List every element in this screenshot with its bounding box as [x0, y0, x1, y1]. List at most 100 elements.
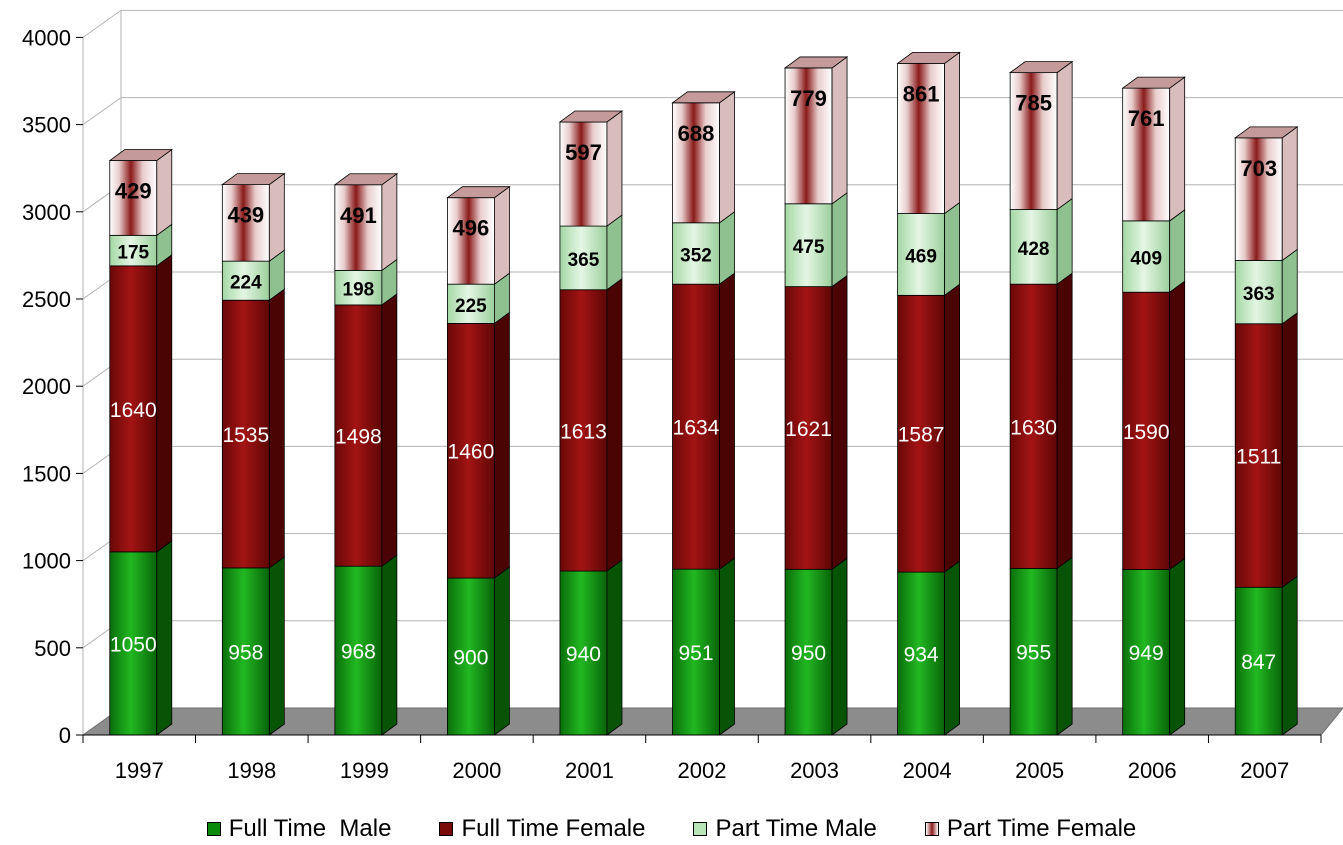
data-label-part-time-male: 352 [680, 245, 712, 266]
bar-side [719, 210, 735, 285]
bar-segment-full-time-female [1009, 272, 1073, 570]
bar-segment-part-time-male [1122, 209, 1186, 293]
bar-side [1281, 126, 1298, 262]
data-label-full-time-male: 951 [678, 642, 713, 665]
bar-segment-full-time-male [221, 556, 285, 736]
data-label-full-time-female: 1590 [1123, 421, 1170, 444]
bar-top [333, 173, 399, 186]
data-label-full-time-male: 968 [341, 641, 376, 664]
bar-segment-part-time-male [784, 191, 848, 288]
x-tick-label: 2001 [565, 758, 614, 783]
x-tick-label: 1998 [227, 758, 276, 783]
bar-side [831, 557, 848, 736]
bar-side [719, 557, 735, 736]
bar-side [606, 559, 623, 736]
data-label-part-time-female: 429 [115, 179, 152, 204]
bar-side [1056, 197, 1073, 285]
bar-side [719, 272, 735, 570]
y-tick-label: 1500 [22, 461, 71, 486]
axis-layer: 0 500 1000 1500 2000 2500 3000 3500 4000 1997 1998… [22, 25, 1322, 783]
bar-front [672, 568, 720, 736]
bar-side [831, 191, 848, 288]
data-label-part-time-female: 761 [1128, 106, 1165, 131]
bar-segment-part-time-female [558, 110, 624, 227]
bar-segment-full-time-female [784, 274, 848, 571]
y-tick-label: 4000 [22, 25, 71, 50]
bar-side [1056, 60, 1073, 211]
bar-segment-full-time-female [221, 288, 285, 569]
data-label-full-time-male: 949 [1129, 642, 1164, 665]
bar-segment-full-time-male [1122, 557, 1186, 736]
bar-top [896, 51, 961, 64]
data-label-part-time-female: 779 [790, 86, 827, 111]
bar-side [1169, 280, 1186, 571]
data-label-part-time-female: 703 [1240, 156, 1277, 181]
x-tick-label: 2007 [1240, 758, 1289, 783]
gridline-side [82, 97, 122, 126]
x-tick-label: 2005 [1015, 758, 1064, 783]
labels-layer: 1050 1640 175 429 958 1535 224 439 968 1498 198 491… [110, 81, 1281, 674]
bar-segment-part-time-female [783, 56, 849, 205]
x-tick-label: 2002 [678, 758, 727, 783]
legend-label-part-time-female: Part Time Female [946, 815, 1137, 842]
bar-segment-part-time-male [1009, 197, 1073, 285]
x-tick-label: 2006 [1128, 758, 1177, 783]
bar-segment-full-time-male [447, 566, 510, 736]
x-tick-label: 2000 [452, 758, 501, 783]
data-label-full-time-male: 900 [453, 647, 488, 670]
y-tick-label: 2500 [22, 287, 71, 312]
bar-side [606, 110, 623, 227]
bar-top [446, 186, 511, 199]
data-label-part-time-female: 785 [1015, 91, 1052, 116]
x-tick-label: 1997 [115, 758, 164, 783]
legend-item-full-time-male: Full Time Male [206, 815, 392, 843]
bar-segment-full-time-female [334, 293, 398, 567]
x-tick-label: 1999 [340, 758, 389, 783]
bar-front [447, 283, 495, 324]
bar-segment-part-time-male [109, 223, 173, 267]
bar-side [719, 91, 735, 224]
bar-side [494, 566, 510, 736]
bar-front [897, 294, 945, 573]
bar-front [1122, 291, 1171, 570]
x-tick-label: 2003 [790, 758, 839, 783]
y-tick-label: 3500 [22, 113, 71, 138]
bar-segment-part-time-female [896, 51, 961, 215]
bar-front [897, 62, 945, 214]
legend-item-full-time-female: Full Time Female [439, 815, 645, 843]
data-label-full-time-male: 950 [791, 642, 826, 665]
data-label-part-time-female: 597 [565, 140, 602, 165]
bar-segment-part-time-male [1234, 248, 1298, 325]
bar-side [156, 540, 173, 736]
bar-front [109, 234, 158, 267]
bar-segment-part-time-female [446, 185, 511, 285]
bar-segment-part-time-female [221, 172, 286, 262]
bar-segment-full-time-male [1234, 575, 1298, 736]
bar-front [1009, 209, 1058, 285]
data-label-full-time-male: 940 [566, 643, 601, 666]
y-tick-label: 3000 [22, 200, 71, 225]
bar-front [1122, 569, 1171, 736]
bar-top [1234, 126, 1299, 139]
data-label-full-time-male: 934 [904, 644, 939, 667]
bar-segment-full-time-male [109, 540, 173, 736]
legend-swatch-part-time-male [693, 822, 708, 836]
data-label-full-time-female: 1587 [898, 424, 945, 447]
bar-segment-part-time-female [1234, 126, 1299, 262]
legend-label-full-time-male: Full Time Male [228, 815, 392, 842]
bar-front [334, 304, 383, 567]
bars-layer [108, 51, 1299, 736]
bar-side [831, 274, 848, 571]
legend-swatch-part-time-female [924, 822, 939, 836]
data-label-full-time-female: 1535 [222, 424, 269, 447]
bar-front [1234, 137, 1283, 261]
bar-side [494, 311, 510, 579]
bar-segment-full-time-male [559, 559, 623, 736]
data-label-full-time-male: 958 [228, 641, 263, 664]
bar-top [221, 173, 286, 185]
bar-side [156, 148, 173, 237]
bar-side [494, 185, 510, 285]
bar-segment-part-time-male [897, 201, 960, 297]
